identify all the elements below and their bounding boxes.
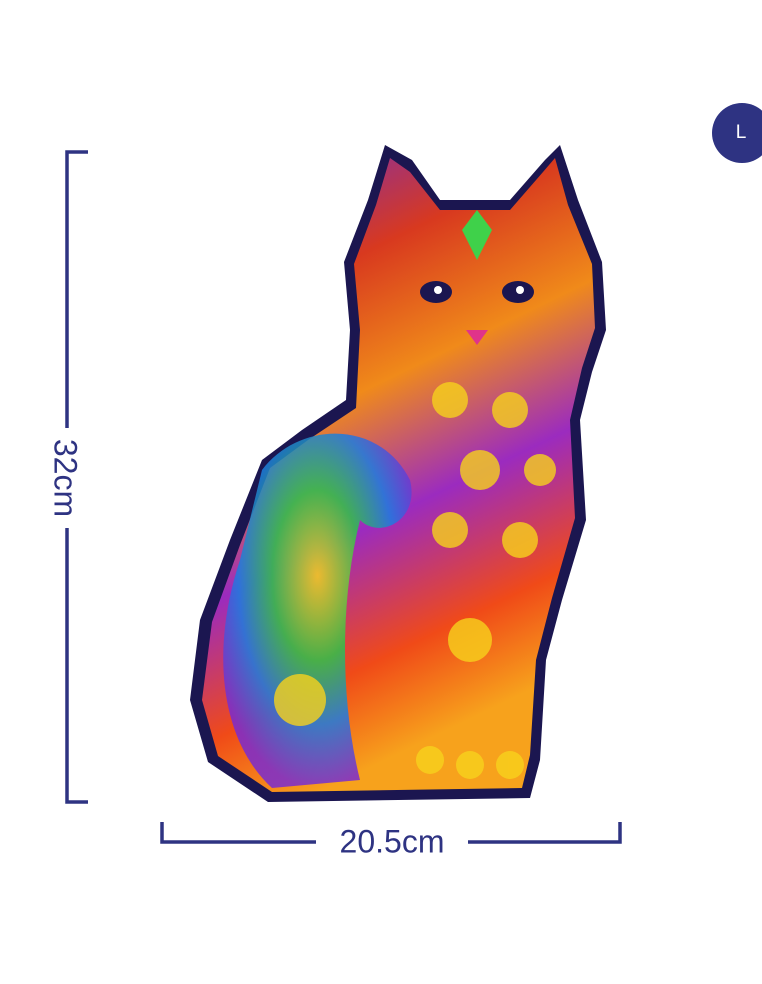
height-dimension-line [65, 150, 88, 804]
cat-puzzle-icon [190, 145, 606, 802]
size-badge-label: L [735, 122, 747, 143]
width-dimension-line [160, 822, 622, 844]
size-badge: L [712, 103, 762, 163]
width-label: 20.5cm [329, 823, 455, 861]
height-label: 32cm [46, 432, 84, 524]
